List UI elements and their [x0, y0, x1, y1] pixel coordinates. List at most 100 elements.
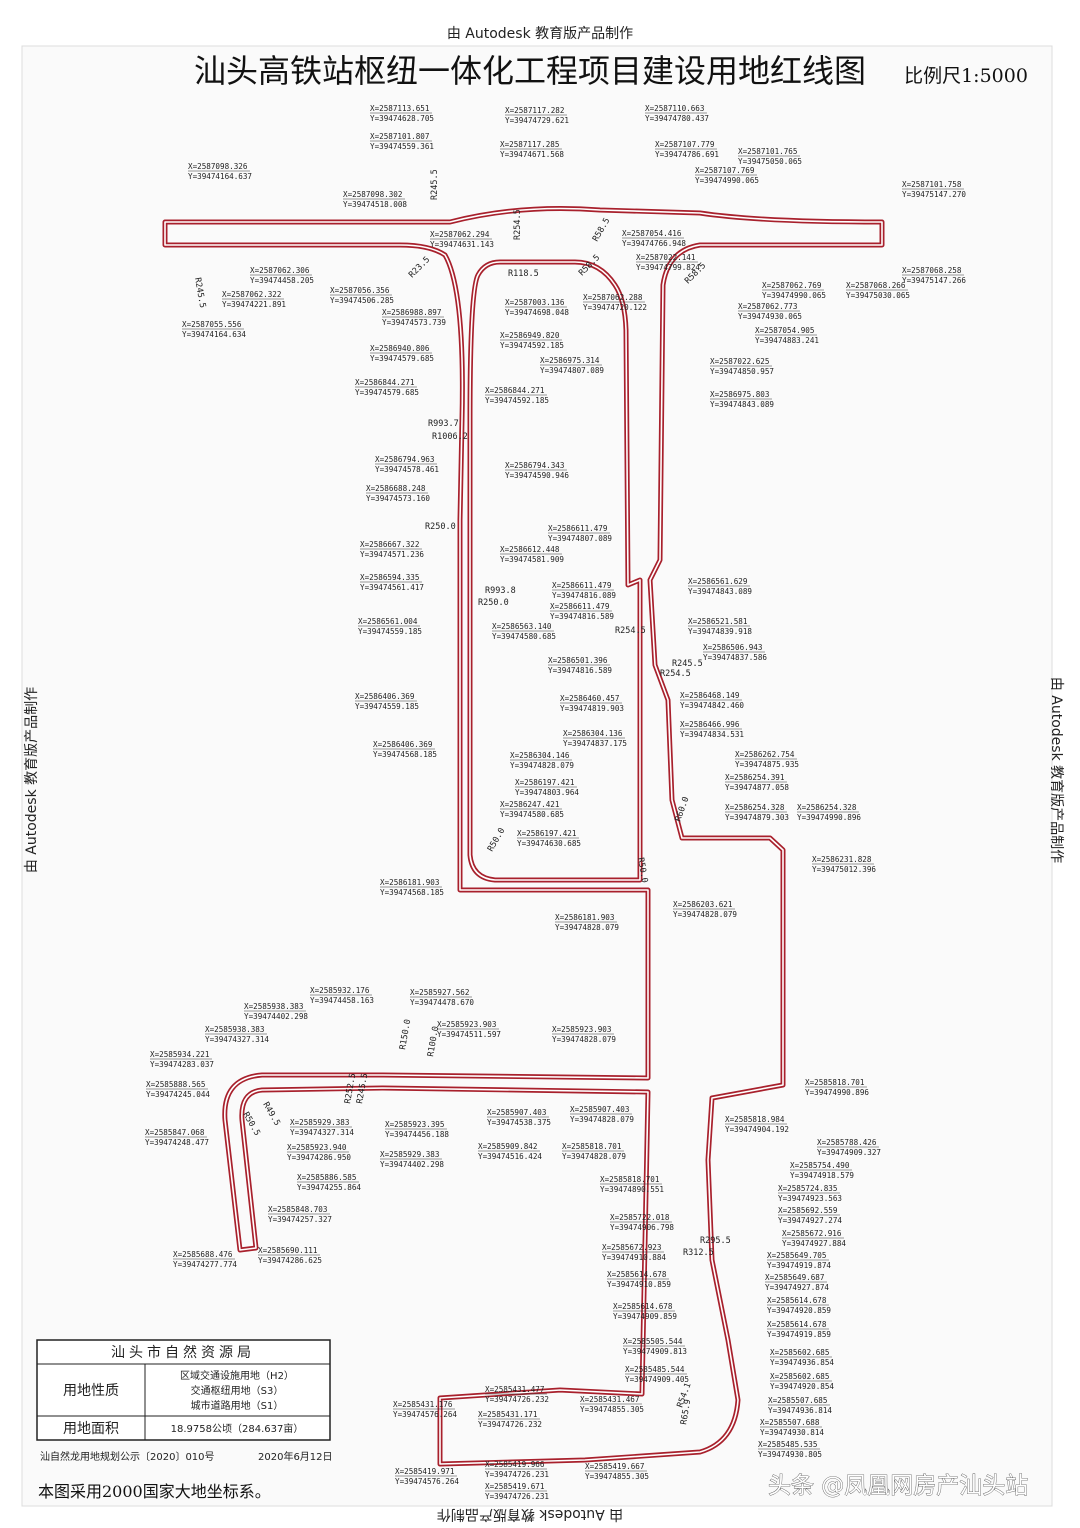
- coord-x: X=2585724.835: [778, 1184, 837, 1193]
- coord-x: X=2585507.685: [768, 1396, 827, 1405]
- coord-x: X=2587003.136: [505, 298, 565, 307]
- table-frame: [36, 1339, 331, 1441]
- coord-y: Y=39474855.305: [585, 1472, 649, 1481]
- coord-y: Y=39474990.896: [797, 813, 861, 822]
- radius-label: R65.9: [679, 1399, 693, 1426]
- coord-y: Y=39474729.621: [505, 116, 569, 125]
- coord-y: Y=39474910.884: [602, 1253, 666, 1262]
- coord-y: Y=39474573.160: [366, 494, 430, 503]
- coord-y: Y=39474245.044: [146, 1090, 210, 1099]
- coord-y: Y=39474576.264: [393, 1410, 457, 1419]
- coord-y: Y=39474842.460: [680, 701, 744, 710]
- table-label: 用地性质: [63, 1383, 119, 1399]
- coord-y: Y=39474571.236: [360, 550, 424, 559]
- coord-y: Y=39474568.185: [380, 888, 444, 897]
- coord-y: Y=39474904.192: [725, 1125, 789, 1134]
- source-badge: 头条 @凤凰网房产汕头站: [768, 1473, 1028, 1499]
- coord-x: X=2585907.403: [487, 1108, 546, 1117]
- coord-x: X=2585692.559: [778, 1206, 838, 1215]
- coord-x: X=2585614.678: [613, 1302, 673, 1311]
- coord-y: Y=39474511.597: [437, 1030, 501, 1039]
- coord-y: Y=39474828.079: [562, 1152, 626, 1161]
- coord-y: Y=39475030.065: [846, 291, 910, 300]
- coord-x: X=2586612.448: [500, 545, 560, 554]
- coord-y: Y=39474766.948: [622, 239, 686, 248]
- radius-label: R993.8: [485, 586, 516, 596]
- coord-x: X=2587113.651: [370, 104, 430, 113]
- sheet: [21, 45, 1053, 1507]
- coord-x: X=2585923.940: [287, 1143, 347, 1152]
- coord-y: Y=39474910.859: [607, 1280, 671, 1289]
- coord-y: Y=39475147.270: [902, 190, 966, 199]
- coord-x: X=2585907.403: [570, 1105, 629, 1114]
- coord-x: X=2586254.328: [725, 803, 785, 812]
- coord-x: X=2587101.765: [738, 147, 797, 156]
- scale: 比例尺1:5000: [904, 65, 1028, 87]
- coord-x: X=2587117.285: [500, 140, 559, 149]
- coord-x: X=2585419.971: [395, 1467, 455, 1476]
- coord-x: X=2586563.140: [492, 622, 552, 631]
- coord-y: Y=39474837.175: [563, 739, 627, 748]
- coord-y: Y=39474518.008: [343, 200, 407, 209]
- coord-y: Y=39474936.854: [770, 1358, 834, 1367]
- coord-x: X=2585505.544: [623, 1337, 683, 1346]
- coord-x: X=2585614.678: [607, 1270, 667, 1279]
- coord-y: Y=39474786.691: [655, 150, 719, 159]
- coord-x: X=2585934.221: [150, 1050, 210, 1059]
- coord-y: Y=39474720.122: [583, 303, 647, 312]
- coord-y: Y=39474506.285: [330, 296, 394, 305]
- coord-x: X=2587062.322: [222, 290, 281, 299]
- radius-label: R245.5: [672, 659, 703, 669]
- coord-x: X=2585818.984: [725, 1115, 785, 1124]
- coord-y: Y=39475147.266: [902, 276, 966, 285]
- coord-y: Y=39474726.232: [485, 1395, 549, 1404]
- coord-x: X=2587062.769: [762, 281, 822, 290]
- boundary-island-inner: [469, 261, 641, 881]
- coord-y: Y=39474930.065: [738, 312, 802, 321]
- coord-y: Y=39474538.375: [487, 1118, 551, 1127]
- coord-x: X=2587101.807: [370, 132, 429, 141]
- coord-y: Y=39474909.405: [625, 1375, 689, 1384]
- coord-x: X=2585485.544: [625, 1365, 685, 1374]
- coord-x: X=2586406.369: [373, 740, 433, 749]
- coord-x: X=2586521.581: [688, 617, 748, 626]
- coord-x: X=2586262.754: [735, 750, 795, 759]
- coord-x: X=2586561.004: [358, 617, 418, 626]
- coord-y: Y=39474920.854: [770, 1382, 834, 1391]
- coord-x: X=2586254.328: [797, 803, 857, 812]
- coord-y: Y=39474909.327: [817, 1148, 881, 1157]
- coord-x: X=2585909.842: [478, 1142, 537, 1151]
- coord-y: Y=39474909.813: [623, 1347, 687, 1356]
- coord-x: X=2585614.678: [767, 1320, 827, 1329]
- boundary-outer-inner: [164, 207, 883, 1465]
- coord-x: X=2586975.803: [710, 390, 769, 399]
- coord-y: Y=39474578.461: [375, 465, 439, 474]
- coord-y: Y=39474807.089: [540, 366, 604, 375]
- coord-y: Y=39474909.859: [613, 1312, 677, 1321]
- coord-x: X=2585688.476: [173, 1250, 233, 1259]
- coord-x: X=2586506.943: [703, 643, 762, 652]
- table-authority: 汕头市自然资源局: [111, 1344, 255, 1361]
- coord-x: X=2585431.171: [478, 1410, 538, 1419]
- coord-y: Y=39474837.586: [703, 653, 767, 662]
- coord-x: X=2587110.663: [645, 104, 704, 113]
- coord-x: X=2585818.701: [562, 1142, 622, 1151]
- legend-table: 汕头市自然资源局 用地性质 区域交通设施用地（H2） 交通枢纽用地（S3） 城市…: [36, 1339, 331, 1441]
- coord-y: Y=39474843.089: [710, 400, 774, 409]
- coord-x: X=2585649.705: [767, 1251, 826, 1260]
- coord-x: X=2586304.136: [563, 729, 623, 738]
- coord-x: X=2586594.335: [360, 573, 419, 582]
- coord-x: X=2586611.479: [552, 581, 612, 590]
- coord-y: Y=39474927.874: [765, 1283, 829, 1292]
- coord-y: Y=39474283.037: [150, 1060, 214, 1069]
- coord-x: X=2585923.903: [437, 1020, 496, 1029]
- coord-x: X=2585929.383: [380, 1150, 439, 1159]
- coord-x: X=2585614.678: [767, 1296, 827, 1305]
- coord-x: X=2586561.629: [688, 577, 748, 586]
- coord-y: Y=39474559.361: [370, 142, 434, 151]
- coord-x: X=2585419.671: [485, 1482, 545, 1491]
- coord-x: X=2586940.806: [370, 344, 430, 353]
- coord-x: X=2585938.383: [244, 1002, 303, 1011]
- coord-y: Y=39474877.058: [725, 783, 789, 792]
